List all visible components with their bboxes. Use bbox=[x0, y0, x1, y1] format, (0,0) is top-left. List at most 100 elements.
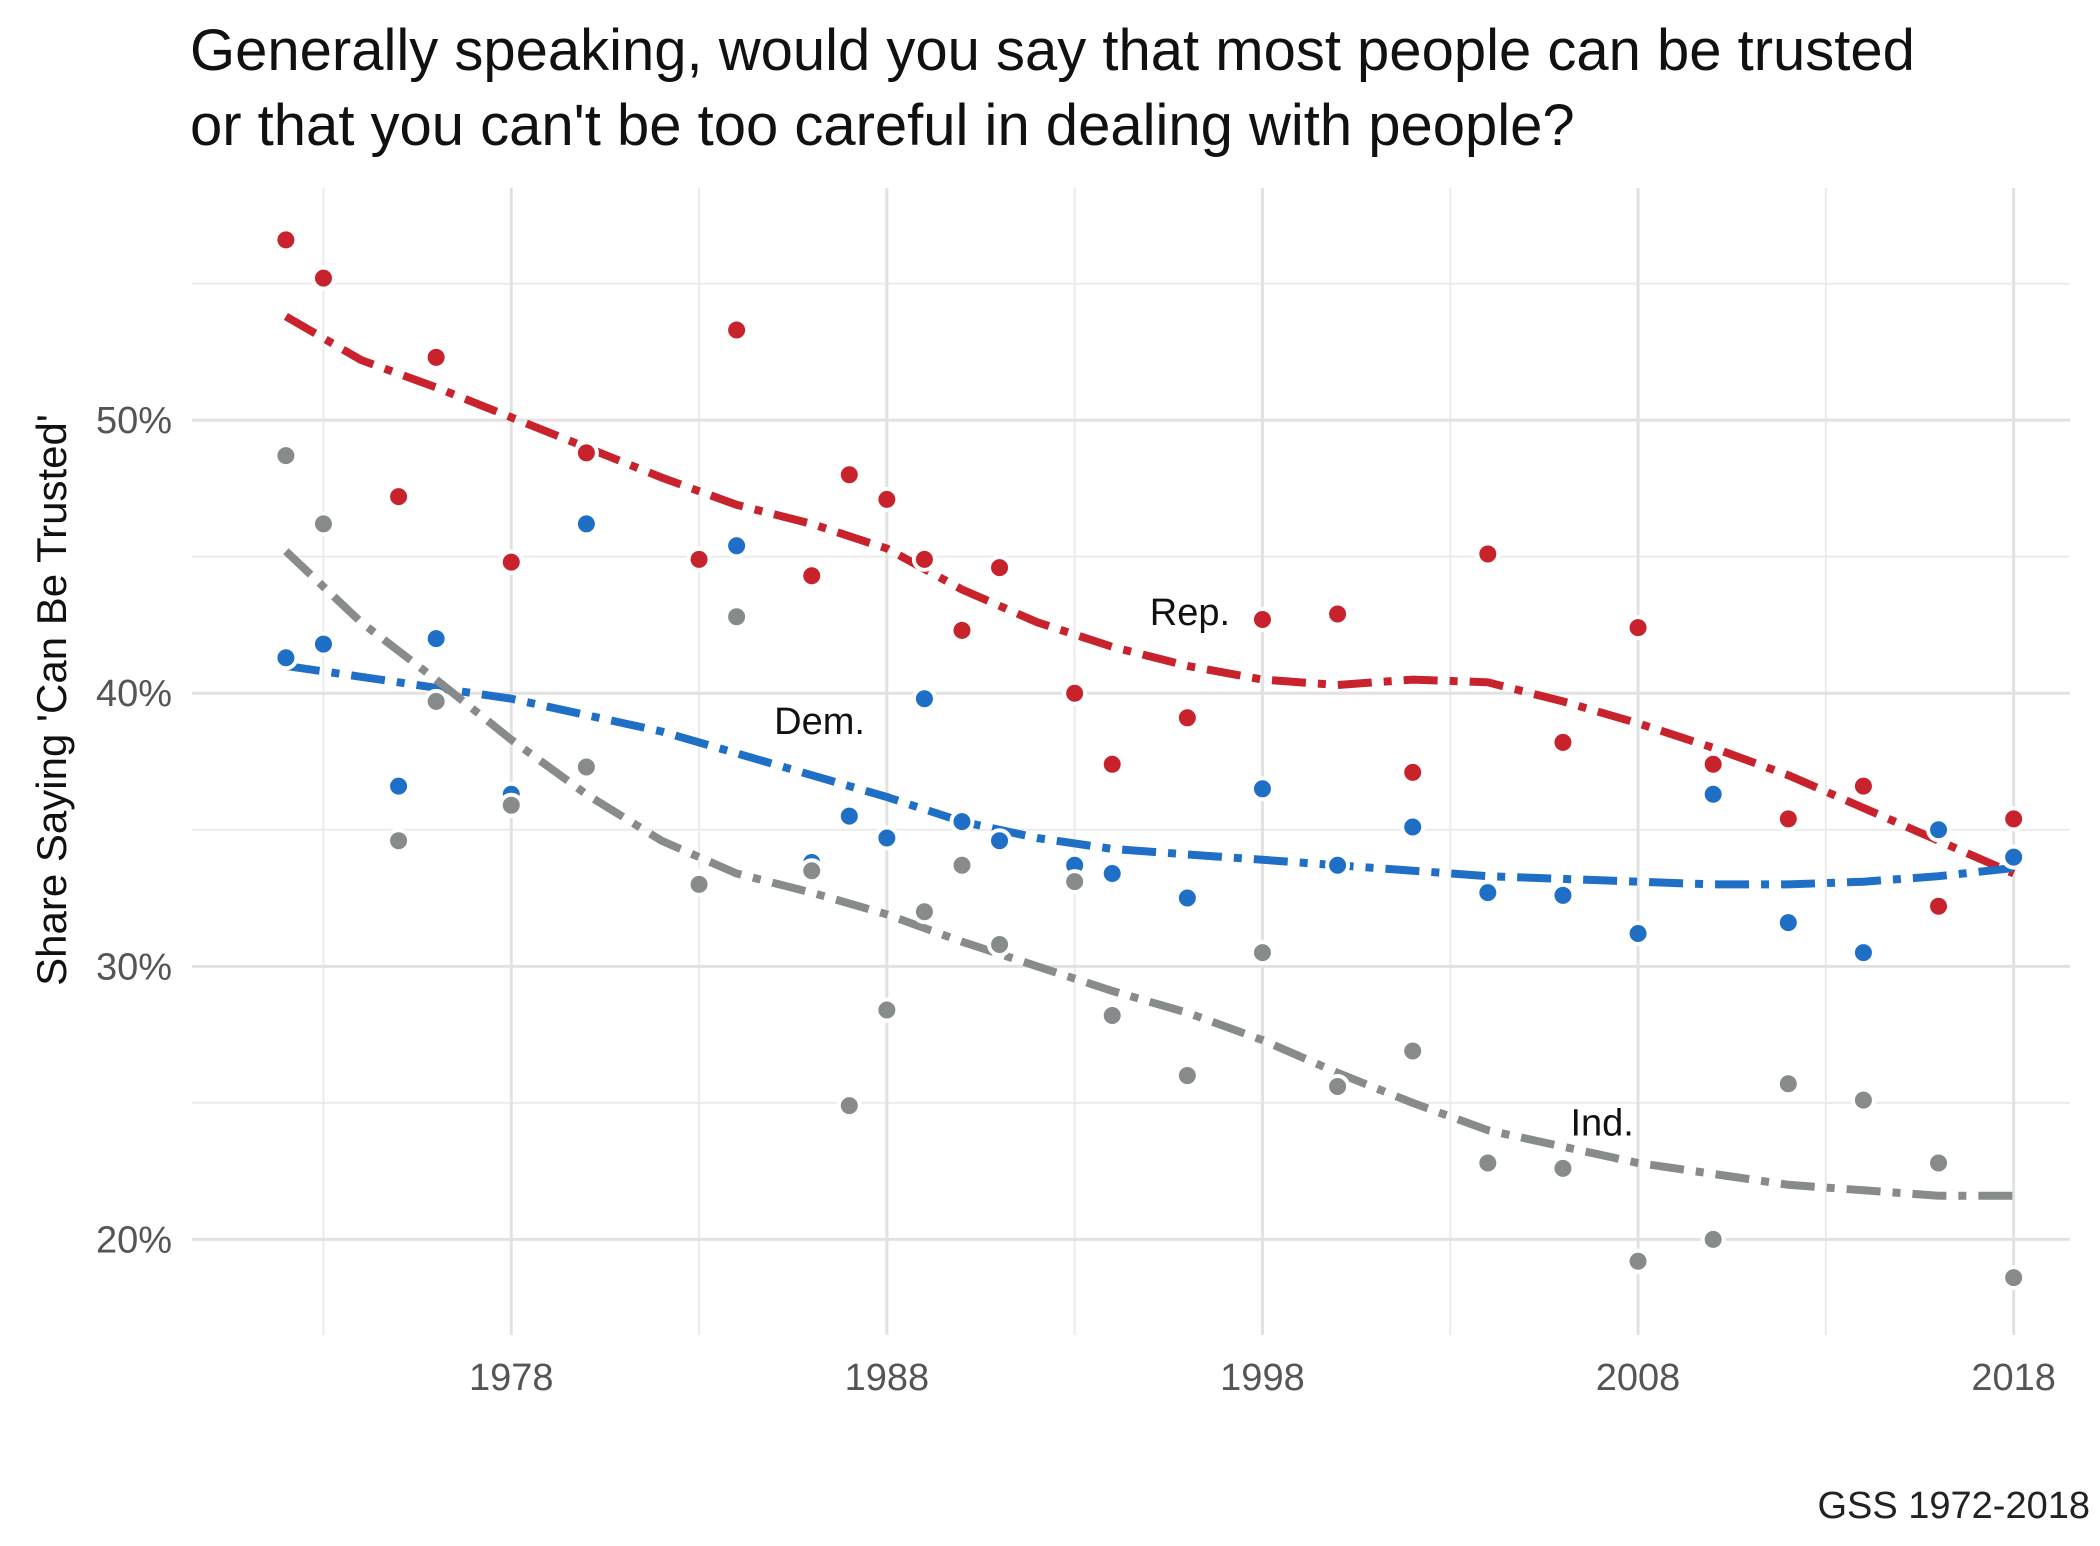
point-rep bbox=[1550, 729, 1576, 755]
series-label-dem: Dem. bbox=[774, 701, 865, 743]
chart-caption: GSS 1972-2018 bbox=[1817, 1485, 2090, 1527]
chart-title-line-2: or that you can't be too careful in deal… bbox=[190, 93, 1575, 158]
point-dem bbox=[1400, 814, 1426, 840]
point-ind bbox=[498, 792, 524, 818]
y-tick-label: 30% bbox=[96, 946, 172, 988]
point-rep bbox=[2001, 806, 2027, 832]
point-rep bbox=[911, 546, 937, 572]
y-axis-label: Share Saying 'Can Be Trusted' bbox=[28, 414, 75, 986]
point-rep bbox=[987, 555, 1013, 581]
point-rep bbox=[1625, 615, 1651, 641]
point-dem bbox=[310, 631, 336, 657]
point-ind bbox=[1550, 1155, 1576, 1181]
point-ind bbox=[310, 511, 336, 537]
point-rep bbox=[498, 549, 524, 575]
point-dem bbox=[1249, 776, 1275, 802]
x-tick-label: 2018 bbox=[1971, 1357, 2056, 1399]
point-rep bbox=[874, 486, 900, 512]
point-rep bbox=[799, 563, 825, 589]
point-ind bbox=[1400, 1038, 1426, 1064]
point-dem bbox=[386, 773, 412, 799]
point-rep bbox=[1926, 893, 1952, 919]
y-tick-label: 40% bbox=[96, 673, 172, 715]
point-ind bbox=[423, 688, 449, 714]
point-dem bbox=[1550, 882, 1576, 908]
point-rep bbox=[423, 344, 449, 370]
point-ind bbox=[1174, 1063, 1200, 1089]
point-dem bbox=[1926, 817, 1952, 843]
point-ind bbox=[1099, 1002, 1125, 1028]
point-ind bbox=[836, 1093, 862, 1119]
point-rep bbox=[1249, 606, 1275, 632]
point-ind bbox=[874, 997, 900, 1023]
series-label-rep: Rep. bbox=[1150, 592, 1230, 634]
point-rep bbox=[273, 227, 299, 253]
point-ind bbox=[1850, 1087, 1876, 1113]
point-ind bbox=[686, 871, 712, 897]
point-dem bbox=[423, 626, 449, 652]
point-dem bbox=[1099, 860, 1125, 886]
point-dem bbox=[949, 809, 975, 835]
point-ind bbox=[949, 852, 975, 878]
point-ind bbox=[724, 604, 750, 630]
point-ind bbox=[1775, 1071, 1801, 1097]
x-tick-label: 1998 bbox=[1220, 1357, 1305, 1399]
point-ind bbox=[799, 858, 825, 884]
point-ind bbox=[1625, 1248, 1651, 1274]
x-tick-label: 1988 bbox=[845, 1357, 930, 1399]
series-label-ind: Ind. bbox=[1570, 1103, 1633, 1145]
point-dem bbox=[1775, 910, 1801, 936]
point-dem bbox=[1850, 940, 1876, 966]
x-tick-label: 2008 bbox=[1596, 1357, 1681, 1399]
point-dem bbox=[2001, 844, 2027, 870]
point-rep bbox=[836, 462, 862, 488]
chart-title-line-1: Generally speaking, would you say that m… bbox=[190, 18, 1915, 83]
series-dem: Dem. bbox=[273, 511, 2027, 966]
series-ind: Ind. bbox=[273, 443, 2027, 1291]
point-rep bbox=[1062, 680, 1088, 706]
point-rep bbox=[949, 617, 975, 643]
point-ind bbox=[1325, 1073, 1351, 1099]
grid bbox=[192, 188, 2070, 1335]
point-rep bbox=[1475, 541, 1501, 567]
point-rep bbox=[310, 265, 336, 291]
trend-line-rep bbox=[283, 312, 2016, 878]
point-rep bbox=[686, 546, 712, 572]
point-rep bbox=[1775, 806, 1801, 832]
point-dem bbox=[273, 645, 299, 671]
point-rep bbox=[724, 317, 750, 343]
point-ind bbox=[1062, 869, 1088, 895]
point-rep bbox=[573, 440, 599, 466]
point-dem bbox=[836, 803, 862, 829]
axis-ticks: 1978 1988 1998 2008 2018 20% 30% 40% 50% bbox=[96, 400, 2056, 1399]
point-dem bbox=[1625, 921, 1651, 947]
y-tick-label: 20% bbox=[96, 1219, 172, 1261]
point-dem bbox=[573, 511, 599, 537]
point-rep bbox=[1325, 601, 1351, 627]
point-dem bbox=[987, 828, 1013, 854]
point-dem bbox=[1700, 781, 1726, 807]
point-dem bbox=[911, 686, 937, 712]
point-rep bbox=[386, 484, 412, 510]
point-dem bbox=[1325, 852, 1351, 878]
point-ind bbox=[1475, 1150, 1501, 1176]
trend-line-dem bbox=[285, 661, 2015, 889]
point-dem bbox=[724, 533, 750, 559]
point-rep bbox=[1850, 773, 1876, 799]
x-tick-label: 1978 bbox=[469, 1357, 554, 1399]
point-dem bbox=[1475, 880, 1501, 906]
point-dem bbox=[874, 825, 900, 851]
series-rep: Rep. bbox=[273, 227, 2027, 919]
point-rep bbox=[1099, 751, 1125, 777]
y-tick-label: 50% bbox=[96, 400, 172, 442]
point-ind bbox=[273, 443, 299, 469]
point-ind bbox=[2001, 1265, 2027, 1291]
point-ind bbox=[573, 754, 599, 780]
point-ind bbox=[386, 828, 412, 854]
point-rep bbox=[1700, 751, 1726, 777]
point-ind bbox=[1926, 1150, 1952, 1176]
trend-line-ind bbox=[283, 548, 2014, 1200]
point-ind bbox=[911, 899, 937, 925]
point-rep bbox=[1174, 705, 1200, 731]
